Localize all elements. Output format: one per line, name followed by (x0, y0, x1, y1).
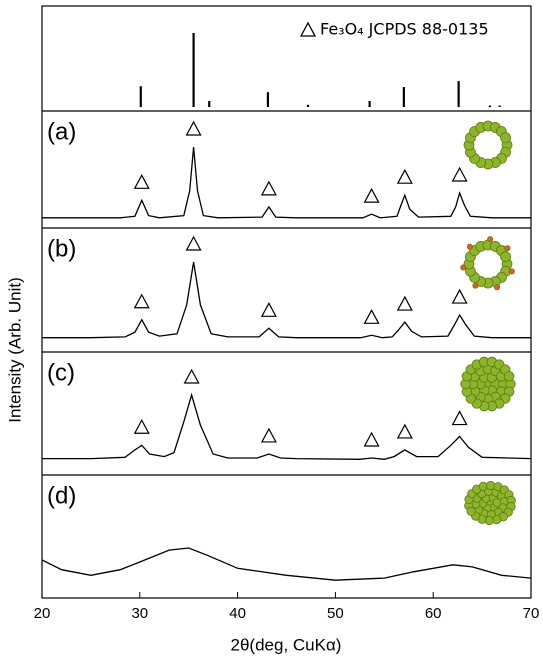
xrd-curve (41, 547, 532, 581)
peak-marker (183, 368, 200, 384)
peak-marker (451, 288, 468, 304)
peak-marker (133, 418, 150, 434)
peak-marker (396, 423, 413, 439)
particle (460, 264, 467, 271)
x-tick-label: 70 (523, 605, 540, 622)
peak-marker (260, 180, 277, 196)
particle (466, 243, 473, 250)
legend-label: Fe₃O₄ JCPDS 88-0135 (320, 20, 489, 39)
particle (472, 282, 479, 289)
panel-label: (b) (47, 235, 76, 262)
particle (504, 245, 511, 252)
peak-marker (133, 293, 150, 309)
x-tick-label: 30 (131, 605, 148, 622)
xrd-curve (42, 261, 531, 339)
peak-marker (396, 295, 413, 311)
x-tick-label: 20 (34, 605, 51, 622)
peak-marker (363, 187, 380, 203)
x-axis-label: 2θ(deg, CuKα) (231, 635, 342, 654)
x-tick-label: 60 (425, 605, 442, 622)
peak-marker (260, 302, 277, 317)
x-tick-label: 40 (229, 605, 246, 622)
legend-symbol (299, 21, 317, 37)
peak-marker (396, 168, 413, 184)
peak-marker (451, 166, 468, 182)
particle (503, 371, 515, 382)
particle (487, 236, 494, 243)
particle (508, 268, 515, 275)
xrd-curve (42, 146, 531, 219)
particle (500, 132, 511, 144)
peak-marker (133, 174, 150, 189)
x-tick-label: 50 (327, 605, 344, 622)
plot-frame (41, 5, 532, 599)
panel-label: (c) (47, 359, 75, 386)
panel-label: (a) (47, 118, 76, 145)
panel-label: (d) (47, 482, 76, 509)
y-axis-label: Intensity (Arb. Unit) (5, 277, 24, 423)
peak-marker (363, 309, 380, 324)
xrd-curve (42, 392, 532, 460)
peak-marker (363, 431, 380, 447)
peak-marker (451, 410, 468, 426)
particle (500, 251, 511, 263)
particle (494, 284, 501, 291)
peak-marker (260, 427, 277, 443)
peak-marker (185, 235, 202, 251)
particle (466, 506, 476, 516)
peak-marker (185, 120, 202, 136)
